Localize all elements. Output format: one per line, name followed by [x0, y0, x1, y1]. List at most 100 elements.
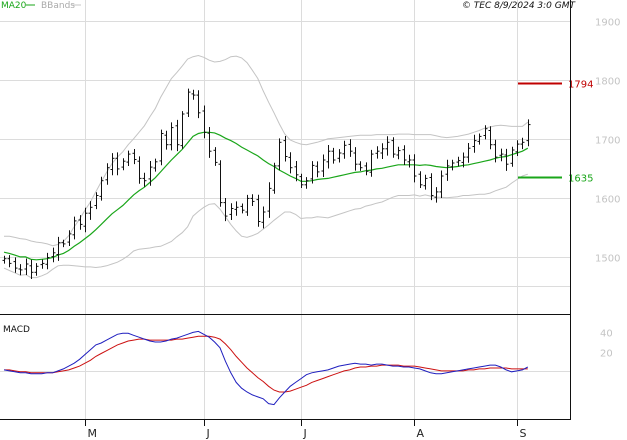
price-bar [396, 146, 401, 160]
price-bar [164, 130, 169, 150]
macd-label: MACD [3, 325, 30, 335]
price-bar [520, 137, 525, 150]
price-bar [2, 255, 7, 264]
price-bar [207, 127, 212, 158]
support-label: 1635 [568, 174, 593, 185]
price-bar [40, 259, 45, 269]
moving-average [3, 131, 529, 261]
price-bar [245, 194, 250, 216]
bollinger-bands [3, 54, 529, 279]
price-bar [18, 264, 23, 276]
price-bar [385, 136, 390, 156]
price-bar [24, 258, 29, 275]
price-tick-label: 1800 [595, 77, 620, 88]
time-tick-label: A [417, 427, 425, 440]
price-bar [439, 170, 444, 198]
price-bar [175, 119, 180, 152]
price-bar [364, 162, 369, 176]
price-bars [2, 88, 531, 279]
price-bar [213, 147, 218, 166]
chart-timestamp: © TEC 8/9/2024 3:0 GMT [462, 1, 577, 11]
price-bar [159, 129, 164, 166]
price-bar [315, 161, 320, 178]
macd-lines [3, 330, 529, 406]
price-bar [229, 203, 234, 220]
price-bar [78, 215, 83, 230]
ma-legend-label: MA20 [1, 1, 27, 11]
price-bar [337, 149, 342, 163]
price-bar [67, 230, 72, 246]
price-bar [483, 125, 488, 140]
time-tick-label: M [88, 427, 98, 440]
price-bar [283, 136, 288, 162]
price-tick-label: 1500 [595, 254, 620, 265]
price-bar [234, 201, 239, 216]
reference-lines: 1794 1635 [518, 80, 593, 185]
bollinger-upper-band [4, 54, 529, 247]
price-bar [294, 161, 299, 182]
price-bar [13, 257, 18, 273]
price-bar [526, 119, 531, 147]
price-bar [7, 255, 12, 268]
price-bar [412, 154, 417, 183]
price-axis-labels: 1900 1800 1700 1600 1500 [595, 18, 620, 265]
price-bar [218, 160, 223, 207]
price-bar [148, 161, 153, 186]
price-bar [142, 172, 147, 187]
price-bar [326, 145, 331, 169]
price-bar [488, 126, 493, 150]
macd-signal-line [4, 335, 528, 393]
price-bar [256, 194, 261, 227]
time-tick-label: S [520, 427, 527, 440]
price-bar [353, 147, 358, 171]
time-tick-label: J [303, 427, 307, 440]
price-bar [472, 134, 477, 153]
price-bar [72, 216, 77, 240]
price-bar [299, 173, 304, 188]
price-bar [191, 89, 196, 100]
price-bar [180, 111, 185, 149]
price-bar [250, 194, 255, 206]
price-bar [202, 105, 207, 139]
price-bar [375, 146, 380, 159]
price-bar [429, 173, 434, 201]
chart-frame [0, 0, 571, 420]
resistance-label: 1794 [568, 80, 593, 91]
price-bar [137, 156, 142, 184]
price-bar [88, 201, 93, 220]
price-bar [466, 143, 471, 163]
price-bar [61, 239, 66, 248]
price-bar [342, 140, 347, 159]
price-panel: 1794 1635 1900 1800 1700 1600 1500 [0, 0, 620, 419]
price-bar [321, 154, 326, 177]
price-bar [99, 176, 104, 201]
price-bar [499, 148, 504, 162]
price-bar [277, 138, 282, 171]
price-bar [94, 192, 99, 210]
price-bar [369, 149, 374, 177]
price-bar [304, 177, 309, 189]
price-bar [110, 153, 115, 176]
price-bar [493, 139, 498, 163]
price-bar [310, 161, 315, 184]
price-bar [477, 133, 482, 145]
price-tick-label: 1600 [595, 195, 620, 206]
price-bar [510, 146, 515, 167]
price-tick-label: 1700 [595, 136, 620, 147]
price-bar [126, 150, 131, 166]
price-bar [288, 152, 293, 174]
price-bar [83, 207, 88, 233]
price-bar [132, 149, 137, 165]
price-bar [153, 158, 158, 172]
price-bar [34, 263, 39, 276]
price-bar [456, 156, 461, 167]
macd-tick-label: 20 [600, 349, 613, 360]
price-bar [418, 171, 423, 188]
price-bar [272, 162, 277, 194]
price-bar [115, 152, 120, 176]
price-bar [169, 122, 174, 151]
price-bar [445, 159, 450, 181]
price-bar [348, 139, 353, 157]
price-tick-label: 1900 [595, 18, 620, 29]
